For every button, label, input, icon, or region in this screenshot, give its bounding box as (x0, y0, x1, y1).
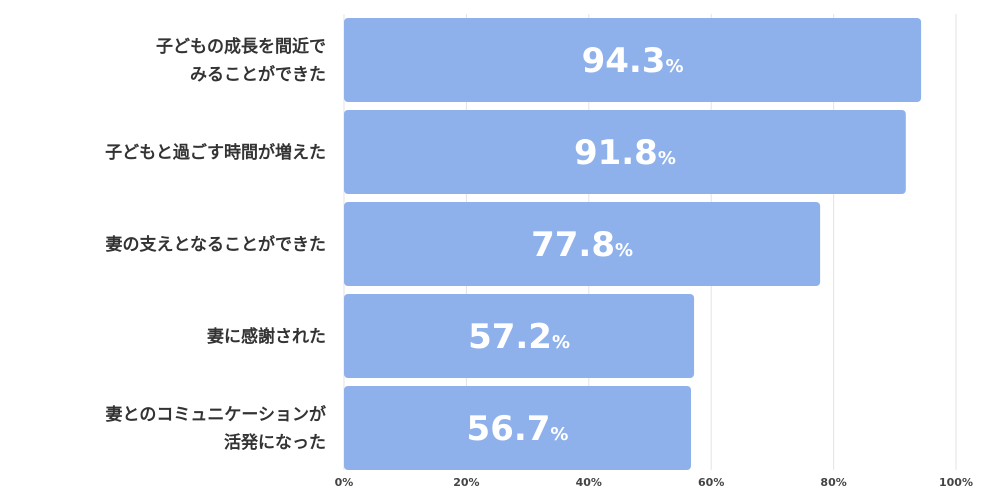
category-label: 子どもの成長を間近でみることができた (156, 36, 326, 85)
bar-value-number: 91.8 (574, 133, 658, 173)
category-label: 妻とのコミュニケーションが活発になった (106, 404, 327, 453)
bar-value-unit: % (665, 56, 683, 77)
x-tick-label: 0% (335, 476, 354, 489)
bar-value-label: 57.2% (468, 317, 570, 357)
bar-value-unit: % (552, 332, 570, 353)
bar-value-label: 56.7% (467, 409, 569, 449)
bar (344, 294, 695, 378)
bar-value-unit: % (658, 148, 676, 169)
bar-value-number: 57.2 (468, 317, 552, 357)
bar-group: 94.3% (344, 18, 922, 102)
bars: 94.3%91.8%77.8%57.2%56.7% (344, 18, 922, 470)
bar (344, 110, 906, 194)
bar-value-label: 77.8% (531, 225, 633, 265)
bar (344, 18, 922, 102)
x-tick-label: 60% (698, 476, 724, 489)
bar (344, 386, 692, 470)
bar-value-number: 56.7 (467, 409, 551, 449)
category-label: 妻の支えとなることができた (106, 234, 327, 255)
x-tick-label: 80% (820, 476, 846, 489)
x-tick-label: 40% (576, 476, 602, 489)
x-tick-label: 20% (453, 476, 479, 489)
bar-value-number: 94.3 (582, 41, 666, 81)
bar-value-number: 77.8 (531, 225, 615, 265)
bar (344, 202, 821, 286)
bar-group: 57.2% (344, 294, 695, 378)
bar-value-unit: % (550, 424, 568, 445)
bar-group: 91.8% (344, 110, 906, 194)
category-label: 子どもと過ごす時間が増えた (105, 142, 326, 163)
category-labels: 子どもの成長を間近でみることができた子どもと過ごす時間が増えた妻の支えとなること… (105, 36, 326, 453)
category-label: 妻に感謝された (207, 326, 326, 347)
bar-value-label: 94.3% (582, 41, 684, 81)
bar-value-unit: % (615, 240, 633, 261)
x-axis-tick-labels: 0% 20% 40% 60% 80% 100% (335, 476, 973, 489)
x-tick-label: 100% (939, 476, 973, 489)
bar-group: 77.8% (344, 202, 821, 286)
bar-value-label: 91.8% (574, 133, 676, 173)
bar-group: 56.7% (344, 386, 692, 470)
